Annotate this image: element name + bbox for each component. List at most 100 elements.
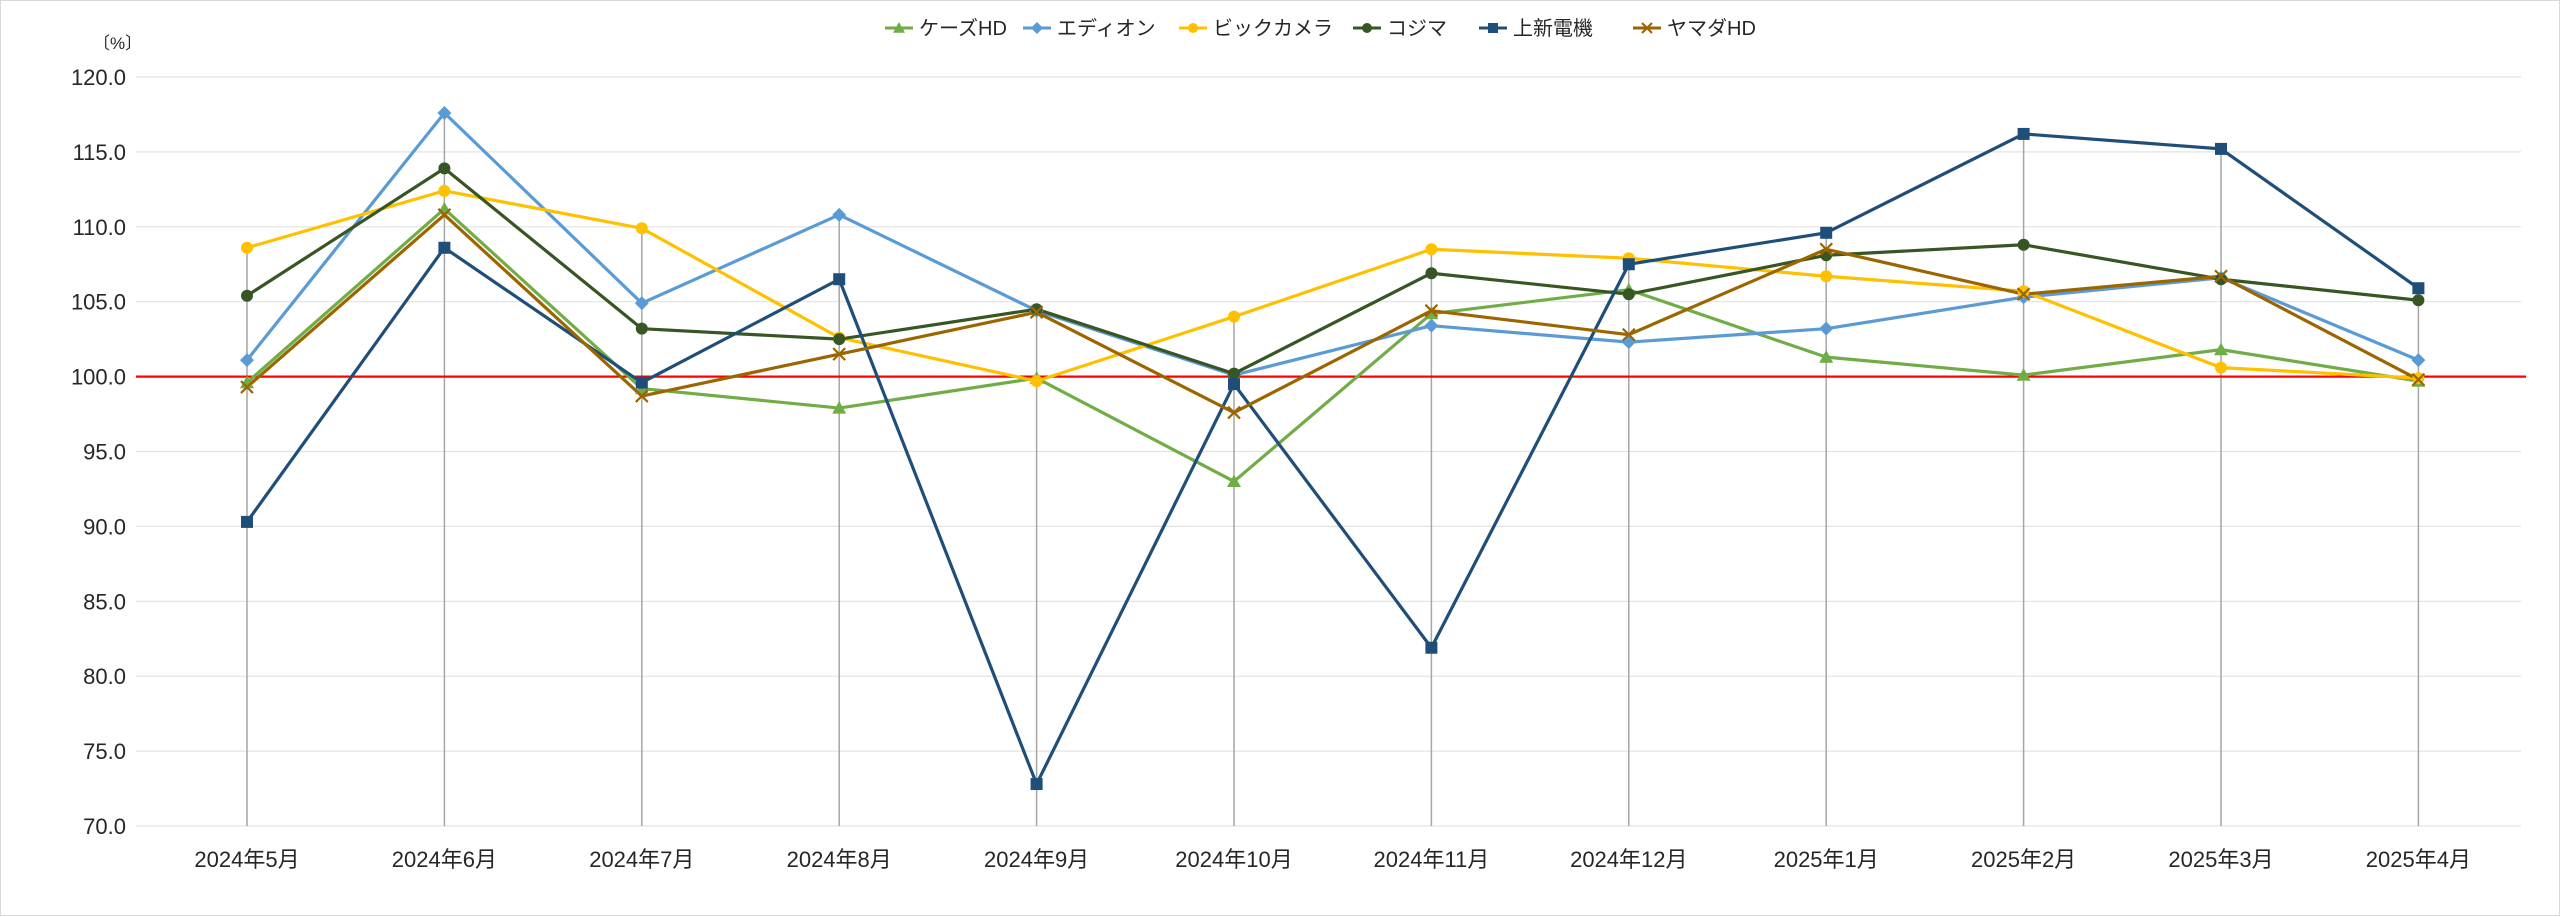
legend-swatch-marker bbox=[1488, 23, 1498, 33]
data-point bbox=[2017, 285, 2030, 298]
y-tick-label: 120.0 bbox=[71, 65, 126, 90]
series-line bbox=[245, 213, 2420, 415]
data-point bbox=[2016, 287, 2031, 301]
series-line bbox=[245, 111, 2420, 377]
x-tick-label: 2024年10月 bbox=[1175, 847, 1292, 872]
data-point bbox=[2215, 273, 2227, 286]
x-tick-label: 2024年8月 bbox=[787, 847, 892, 872]
data-point bbox=[438, 162, 451, 175]
data-point bbox=[1819, 350, 1834, 363]
y-axis-tick-labels: 70.0 75.0 80.0 85.0 90.0 95.0 100.0 105.0 110.0 1… bbox=[71, 65, 126, 839]
data-point bbox=[1820, 249, 1833, 262]
legend: ケーズHD エディオン ビックカメラ コジマ 上新電機 ヤマダHD bbox=[885, 17, 1756, 40]
data-point bbox=[1819, 321, 1834, 336]
y-tick-label: 75.0 bbox=[83, 739, 126, 764]
legend-swatch-marker bbox=[1188, 23, 1198, 33]
series-line bbox=[246, 189, 2419, 383]
data-point bbox=[437, 201, 452, 215]
x-axis-tick-labels: 2024年5月 2024年6月 2024年7月 2024年8月 2024年9月 2024年… bbox=[194, 847, 2471, 872]
gridlines bbox=[136, 76, 2521, 827]
x-tick-label: 2024年9月 bbox=[984, 847, 1089, 872]
data-point bbox=[1424, 318, 1439, 333]
data-point bbox=[240, 353, 254, 368]
data-point bbox=[2017, 238, 2030, 251]
data-point bbox=[1228, 367, 1240, 380]
data-point bbox=[1425, 243, 1438, 256]
series-line bbox=[246, 166, 2419, 376]
series-markers bbox=[240, 105, 2426, 791]
data-point bbox=[1425, 641, 1438, 654]
x-tick-label: 2025年3月 bbox=[2168, 847, 2273, 872]
series-lines bbox=[245, 111, 2420, 786]
legend-entry: エディオン bbox=[1057, 17, 1156, 40]
data-point bbox=[1227, 405, 1241, 420]
data-point bbox=[2215, 361, 2227, 374]
legend-entry: ケーズHD bbox=[919, 17, 1007, 40]
y-tick-label: 70.0 bbox=[83, 814, 126, 839]
legend-swatch-marker bbox=[1031, 22, 1043, 34]
y-tick-label: 115.0 bbox=[73, 140, 126, 165]
y-tick-label: 95.0 bbox=[83, 440, 126, 465]
y-tick-label: 105.0 bbox=[71, 290, 126, 315]
data-point bbox=[438, 241, 451, 254]
data-point bbox=[2215, 142, 2227, 155]
x-tick-label: 2024年6月 bbox=[392, 847, 497, 872]
data-point bbox=[1819, 242, 1833, 257]
data-point bbox=[635, 389, 649, 403]
data-point bbox=[241, 515, 253, 528]
data-point bbox=[635, 376, 648, 389]
data-point bbox=[2016, 368, 2031, 381]
data-point bbox=[833, 273, 846, 286]
y-tick-label: 110.0 bbox=[73, 215, 126, 240]
legend-swatch-marker bbox=[1641, 22, 1653, 34]
data-point bbox=[634, 296, 649, 311]
data-point bbox=[1228, 310, 1240, 323]
data-point bbox=[833, 333, 846, 346]
series-line bbox=[245, 207, 2419, 484]
data-point bbox=[1227, 474, 1241, 488]
data-point bbox=[1424, 306, 1439, 320]
data-point bbox=[1425, 267, 1438, 280]
data-point bbox=[1030, 778, 1043, 791]
data-point bbox=[437, 105, 452, 120]
x-tick-label: 2025年1月 bbox=[1774, 847, 1879, 872]
series-line bbox=[245, 132, 2420, 786]
data-point bbox=[2411, 353, 2426, 368]
data-point bbox=[1029, 305, 1044, 319]
data-point bbox=[240, 380, 254, 394]
legend-entry: コジマ bbox=[1387, 18, 1447, 40]
data-point bbox=[1030, 375, 1043, 388]
y-unit-label: 〔%〕 bbox=[93, 34, 142, 53]
data-point bbox=[2017, 127, 2030, 140]
data-point bbox=[1820, 226, 1833, 239]
data-point bbox=[1622, 288, 1635, 301]
x-tick-label: 2025年2月 bbox=[1971, 847, 2076, 872]
y-tick-label: 90.0 bbox=[83, 514, 126, 539]
data-point bbox=[1622, 327, 1636, 342]
data-point bbox=[1621, 335, 1636, 350]
legend-entry: 上新電機 bbox=[1513, 17, 1593, 40]
legend-swatch-marker bbox=[1362, 23, 1372, 33]
data-point bbox=[2214, 269, 2228, 284]
data-point bbox=[2412, 282, 2425, 295]
data-point bbox=[241, 289, 253, 302]
data-point bbox=[1030, 303, 1043, 316]
data-point bbox=[1424, 303, 1439, 318]
drop-lines bbox=[246, 112, 2420, 826]
data-point bbox=[832, 347, 846, 361]
data-point bbox=[635, 322, 648, 335]
data-point bbox=[832, 207, 847, 222]
data-point bbox=[438, 184, 451, 197]
x-tick-label: 2025年4月 bbox=[2366, 847, 2471, 872]
data-point bbox=[832, 401, 847, 414]
legend-swatch-marker bbox=[893, 22, 905, 33]
x-tick-label: 2024年12月 bbox=[1570, 847, 1687, 872]
data-point bbox=[2411, 372, 2426, 387]
legend-entry: ヤマダHD bbox=[1667, 17, 1756, 40]
data-point bbox=[2412, 294, 2425, 307]
y-tick-label: 100.0 bbox=[71, 365, 126, 390]
data-point bbox=[437, 208, 452, 222]
y-tick-label: 85.0 bbox=[83, 589, 126, 614]
data-point bbox=[635, 222, 648, 235]
